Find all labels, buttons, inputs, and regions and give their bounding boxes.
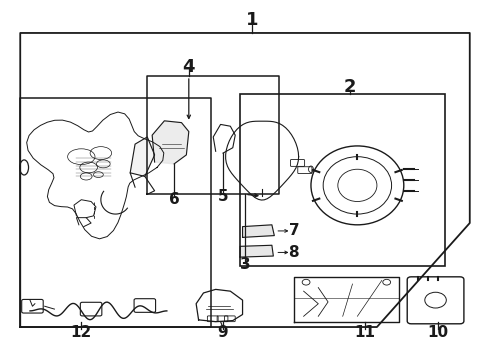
Polygon shape (130, 137, 155, 176)
Text: 12: 12 (71, 325, 92, 340)
Polygon shape (240, 245, 273, 257)
Text: 8: 8 (289, 245, 299, 260)
Polygon shape (243, 225, 274, 237)
Text: 7: 7 (289, 224, 299, 238)
Text: 2: 2 (344, 78, 356, 96)
Text: 10: 10 (427, 325, 448, 340)
Text: 6: 6 (169, 192, 179, 207)
Text: 9: 9 (218, 325, 228, 340)
Text: 4: 4 (183, 58, 195, 76)
Text: 1: 1 (246, 12, 259, 30)
Text: 11: 11 (354, 325, 375, 340)
Text: 3: 3 (240, 257, 250, 272)
Polygon shape (152, 121, 189, 164)
Text: 5: 5 (218, 189, 228, 204)
